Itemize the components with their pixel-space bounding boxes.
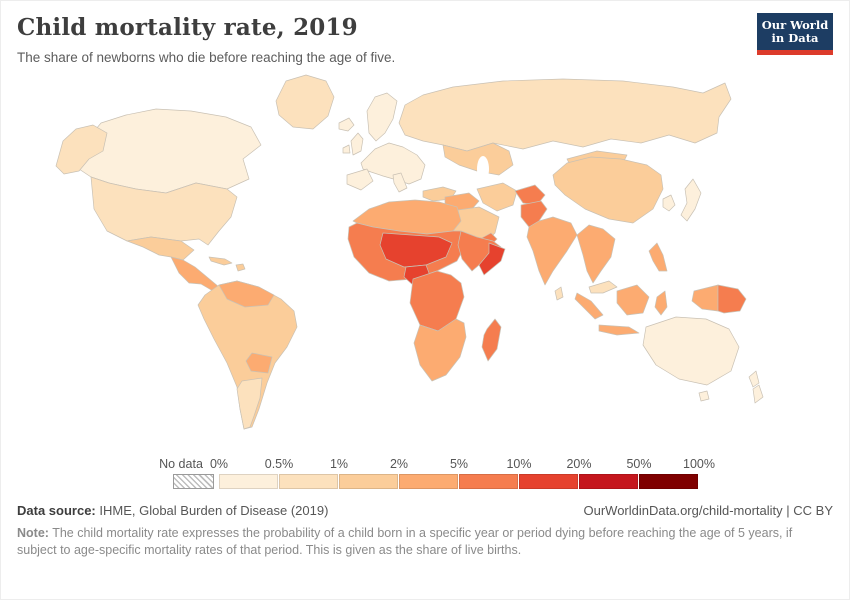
region-hispaniola[interactable]: [235, 263, 246, 272]
chart-subtitle: The share of newborns who die before rea…: [17, 50, 396, 65]
region-sulawesi[interactable]: [654, 290, 668, 316]
region-greenland[interactable]: [275, 74, 335, 130]
region-central-asia[interactable]: [442, 142, 514, 176]
region-java[interactable]: [598, 324, 640, 336]
region-afghanistan[interactable]: [514, 184, 546, 206]
legend-tick-label: 0%: [209, 457, 229, 471]
region-sahel[interactable]: [379, 232, 453, 268]
region-alaska[interactable]: [55, 124, 108, 175]
legend-bin[interactable]: [279, 474, 338, 489]
credit-link[interactable]: OurWorldinData.org/child-mortality | CC …: [583, 503, 834, 518]
chart-note-label: Note:: [17, 526, 49, 540]
region-italy[interactable]: [392, 172, 408, 193]
region-new-zealand-south[interactable]: [752, 384, 764, 404]
region-new-zealand-north[interactable]: [748, 370, 760, 388]
data-source-text: IHME, Global Burden of Disease (2019): [95, 503, 329, 518]
legend-bin[interactable]: [579, 474, 638, 489]
region-central-america[interactable]: [170, 256, 220, 292]
black-sea: [424, 177, 448, 187]
region-russia[interactable]: [398, 78, 732, 152]
legend-bin[interactable]: [639, 474, 698, 489]
legend-bin[interactable]: [339, 474, 398, 489]
region-canada[interactable]: [78, 108, 262, 194]
region-central-africa[interactable]: [409, 270, 465, 332]
legend-bin[interactable]: [459, 474, 518, 489]
region-united-kingdom[interactable]: [350, 132, 364, 156]
data-source: Data source: IHME, Global Burden of Dise…: [17, 503, 328, 518]
region-sumatra[interactable]: [574, 292, 604, 320]
legend-tick-label: 50%: [626, 457, 652, 471]
chart-header: Child mortality rate, 2019 Our World in …: [1, 1, 849, 65]
owid-logo[interactable]: Our World in Data: [757, 13, 833, 55]
legend-tick-label: 20%: [566, 457, 592, 471]
region-papua-new-guinea[interactable]: [717, 284, 747, 314]
region-india[interactable]: [526, 216, 578, 286]
map-legend: No data 0% 0.5% 1% 2% 5% 10% 20% 50% 100%: [151, 457, 849, 491]
region-west-new-guinea[interactable]: [691, 284, 719, 312]
owid-logo-line1: Our World: [761, 17, 829, 32]
region-tasmania[interactable]: [698, 390, 710, 402]
region-philippines[interactable]: [648, 242, 668, 272]
data-source-label: Data source:: [17, 503, 96, 518]
region-venezuela-guianas[interactable]: [218, 280, 275, 308]
legend-bin[interactable]: [519, 474, 578, 489]
legend-bin[interactable]: [219, 474, 278, 489]
legend-tick-label: 5%: [449, 457, 469, 471]
region-japan[interactable]: [680, 178, 702, 222]
region-bolivia[interactable]: [245, 352, 273, 374]
legend-no-data-swatch[interactable]: [173, 474, 214, 489]
region-mainland-southeast-asia[interactable]: [576, 224, 616, 284]
region-korea[interactable]: [662, 194, 676, 212]
legend-tick-label: 1%: [329, 457, 349, 471]
region-united-states[interactable]: [90, 176, 238, 246]
legend-no-data-label: No data: [159, 457, 203, 471]
region-malaysia[interactable]: [588, 280, 618, 294]
chart-note-text: The child mortality rate expresses the p…: [17, 526, 793, 557]
region-argentina-chile[interactable]: [236, 377, 263, 430]
region-iran[interactable]: [476, 182, 518, 212]
region-china[interactable]: [552, 156, 664, 224]
region-ireland[interactable]: [342, 144, 351, 154]
region-somalia[interactable]: [478, 242, 506, 276]
legend-tick-label: 0.5%: [264, 457, 294, 471]
chart-footer: Data source: IHME, Global Burden of Dise…: [17, 503, 833, 559]
region-sri-lanka[interactable]: [554, 286, 564, 301]
region-cuba[interactable]: [208, 256, 233, 266]
region-iceland[interactable]: [338, 117, 355, 132]
legend-tick-label: 2%: [389, 457, 409, 471]
legend-strip: [219, 474, 698, 489]
region-scandinavia[interactable]: [366, 92, 398, 142]
region-mainland-europe[interactable]: [360, 142, 426, 185]
chart-note: Note: The child mortality rate expresses…: [17, 525, 833, 559]
region-madagascar[interactable]: [481, 318, 502, 362]
world-map-svg: [55, 74, 764, 430]
chart-title: Child mortality rate, 2019: [17, 14, 358, 41]
region-australia[interactable]: [642, 316, 740, 386]
region-southern-africa[interactable]: [413, 318, 467, 382]
legend-tick-label: 10%: [506, 457, 532, 471]
owid-logo-line2: in Data: [771, 30, 819, 45]
caspian-sea: [477, 156, 489, 182]
region-borneo[interactable]: [616, 284, 650, 316]
owid-logo-accent-bar: [757, 50, 833, 55]
region-iberia[interactable]: [346, 168, 374, 191]
legend-tick-label: 100%: [683, 457, 715, 471]
legend-bin[interactable]: [399, 474, 458, 489]
world-map: [1, 71, 849, 453]
